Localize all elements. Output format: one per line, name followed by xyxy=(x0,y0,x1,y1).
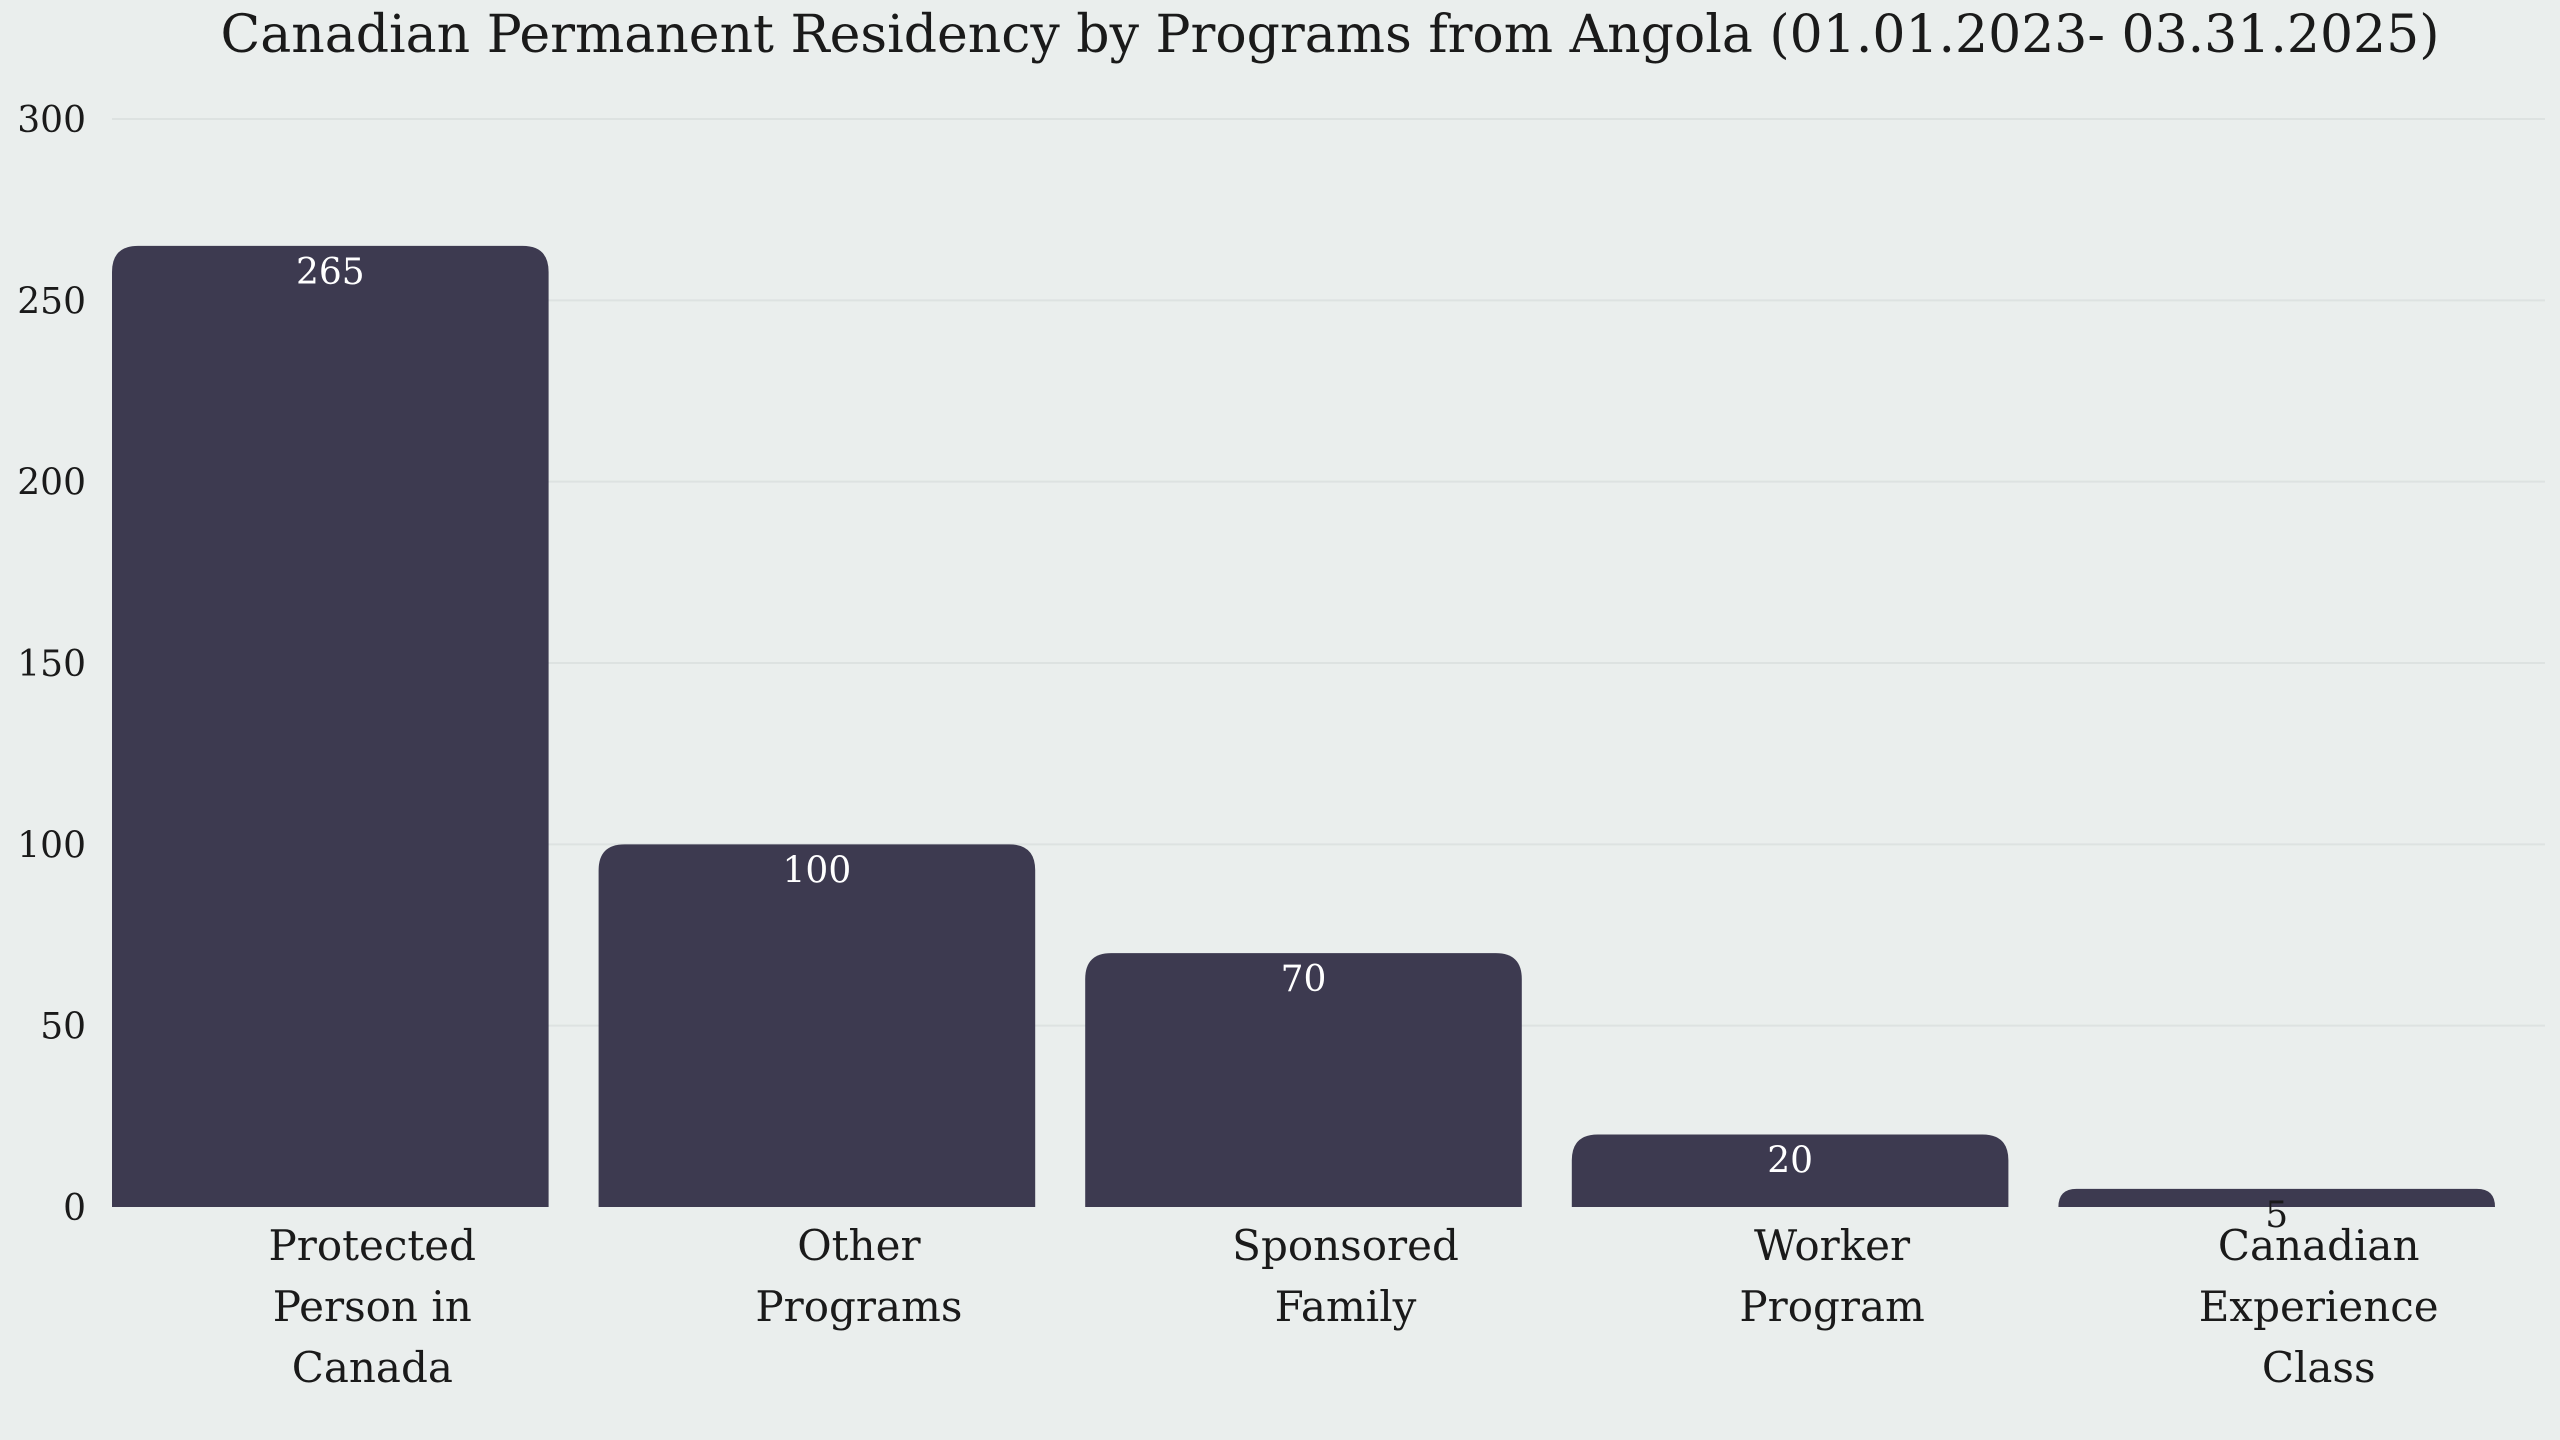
bars xyxy=(112,245,2495,1207)
y-tick-label-250: 250 xyxy=(17,281,86,322)
y-tick-label-50: 50 xyxy=(40,1007,86,1048)
chart-title: Canadian Permanent Residency by Programs… xyxy=(220,5,2439,65)
value-label-0: 265 xyxy=(296,252,365,293)
value-label-2: 70 xyxy=(1281,959,1327,1000)
y-tick-label-300: 300 xyxy=(17,100,86,141)
bar-canadian-experience-class xyxy=(2058,1188,2495,1207)
x-tick-label-3: Worker Program xyxy=(1739,1221,1924,1331)
bar-value-labels: 265 100 70 20 5 xyxy=(296,252,2288,1236)
y-tick-label-200: 200 xyxy=(17,463,86,504)
value-label-3: 20 xyxy=(1767,1140,1813,1181)
bar-protected-person-in-canada xyxy=(112,245,549,1207)
x-axis-category-labels: Protected Person in Canada Other Programs Spo… xyxy=(269,1221,2439,1392)
x-tick-label-0: Protected Person in Canada xyxy=(269,1221,477,1392)
bar-worker-program xyxy=(1571,1134,2009,1207)
y-tick-label-0: 0 xyxy=(63,1188,86,1229)
bar-other-programs xyxy=(598,844,1036,1207)
y-tick-label-100: 100 xyxy=(17,825,86,866)
x-tick-label-2: Sponsored Family xyxy=(1232,1221,1459,1331)
value-label-1: 100 xyxy=(783,850,852,891)
bar-sponsored-family xyxy=(1085,953,1522,1207)
value-label-4: 5 xyxy=(2265,1195,2288,1236)
y-axis-tick-labels: 0 50 100 150 200 250 300 xyxy=(17,100,86,1229)
x-tick-label-4: Canadian Experience Class xyxy=(2199,1221,2439,1392)
y-tick-label-150: 150 xyxy=(17,644,86,685)
x-tick-label-1: Other Programs xyxy=(755,1221,962,1331)
